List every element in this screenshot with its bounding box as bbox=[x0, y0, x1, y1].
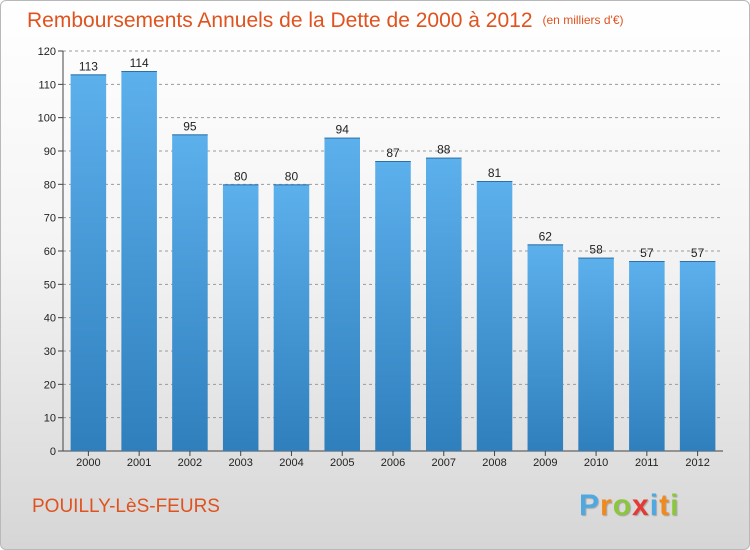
y-tick-label: 110 bbox=[38, 79, 56, 91]
bar-2000 bbox=[70, 74, 107, 451]
logo-letter: i bbox=[670, 489, 680, 522]
y-tick-label: 120 bbox=[38, 46, 56, 58]
y-tick-label: 50 bbox=[44, 279, 56, 291]
y-tick-label: 60 bbox=[44, 246, 56, 258]
value-label-2006: 87 bbox=[386, 146, 400, 160]
value-label-2007: 88 bbox=[437, 143, 451, 157]
value-label-2005: 94 bbox=[336, 123, 350, 137]
y-tick-label: 40 bbox=[44, 313, 56, 325]
bar-2010 bbox=[578, 257, 614, 451]
chart-title-block: Remboursements Annuels de la Dette de 20… bbox=[27, 9, 624, 33]
value-label-2003: 80 bbox=[234, 169, 248, 183]
x-tick-label-2001: 2001 bbox=[127, 457, 151, 469]
bar-2006 bbox=[375, 161, 411, 451]
bar-2008 bbox=[476, 181, 513, 451]
value-label-2000: 113 bbox=[79, 59, 98, 73]
y-tick-label: 100 bbox=[38, 113, 56, 125]
y-tick-label: 20 bbox=[44, 379, 56, 391]
value-label-2012: 57 bbox=[691, 246, 705, 260]
bar-2005 bbox=[324, 137, 360, 451]
data-labels: 113 114 95 80 80 94 87 88 81 62 58 57 57 bbox=[79, 56, 705, 260]
x-tick-label-2012: 2012 bbox=[685, 457, 709, 469]
chart-subtitle: (en milliers d'€) bbox=[542, 13, 624, 27]
value-label-2004: 80 bbox=[285, 169, 299, 183]
value-label-2011: 57 bbox=[640, 246, 654, 260]
logo-letter: i bbox=[649, 489, 660, 522]
proxiti-logo: Proxiti bbox=[579, 489, 679, 523]
commune-name: POUILLY-LèS-FEURS bbox=[32, 496, 220, 517]
x-tick-label-2006: 2006 bbox=[381, 457, 405, 469]
logo-letter: x bbox=[632, 489, 650, 522]
bar-2011 bbox=[629, 261, 665, 451]
bar-2012 bbox=[679, 261, 716, 451]
value-label-2008: 81 bbox=[488, 166, 502, 180]
axes: 0 10 20 30 40 50 60 70 80 90 100 110 120 2000 2001 2002… bbox=[38, 46, 723, 469]
x-tick-label-2000: 2000 bbox=[76, 457, 100, 469]
chart-title: Remboursements Annuels de la Dette de 20… bbox=[27, 9, 533, 32]
x-tick-label-2007: 2007 bbox=[432, 457, 456, 469]
x-tick-label-2004: 2004 bbox=[279, 457, 303, 469]
x-tick-label-2008: 2008 bbox=[482, 457, 506, 469]
x-tick-label-2005: 2005 bbox=[330, 457, 354, 469]
logo-letter: r bbox=[600, 489, 613, 522]
value-label-2002: 95 bbox=[183, 119, 197, 133]
bars bbox=[70, 71, 716, 452]
y-tick-label: 90 bbox=[44, 146, 56, 158]
bar-2003 bbox=[222, 184, 259, 452]
x-tick-label-2003: 2003 bbox=[228, 457, 252, 469]
logo-letter: o bbox=[612, 489, 633, 522]
bar-2004 bbox=[273, 184, 310, 452]
x-tick-label-2011: 2011 bbox=[635, 457, 659, 469]
x-tick-label-2009: 2009 bbox=[533, 457, 557, 469]
y-tick-label: 80 bbox=[44, 179, 56, 191]
y-tick-label: 0 bbox=[50, 446, 56, 458]
logo-letter: t bbox=[659, 489, 671, 522]
logo-letter: P bbox=[579, 489, 601, 522]
y-tick-label: 70 bbox=[44, 213, 56, 225]
value-label-2001: 114 bbox=[130, 56, 149, 70]
x-tick-label-2002: 2002 bbox=[178, 457, 202, 469]
y-tick-label: 30 bbox=[44, 346, 56, 358]
bar-2002 bbox=[172, 134, 208, 452]
x-tick-label-2010: 2010 bbox=[584, 457, 608, 469]
bar-2009 bbox=[527, 244, 564, 451]
value-label-2009: 62 bbox=[539, 229, 553, 243]
bar-2007 bbox=[426, 157, 462, 451]
value-label-2010: 58 bbox=[589, 243, 603, 257]
y-tick-label: 10 bbox=[44, 413, 56, 425]
bar-2001 bbox=[121, 71, 157, 451]
